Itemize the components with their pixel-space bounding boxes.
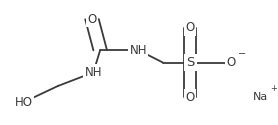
Text: O: O bbox=[87, 13, 97, 26]
Text: NH: NH bbox=[130, 44, 147, 57]
Text: HO: HO bbox=[15, 96, 33, 108]
Text: +: + bbox=[270, 84, 277, 93]
Text: −: − bbox=[238, 50, 247, 59]
Text: Na: Na bbox=[253, 92, 268, 102]
Text: O: O bbox=[185, 21, 195, 34]
Text: O: O bbox=[226, 56, 236, 69]
Text: S: S bbox=[186, 56, 194, 69]
Text: O: O bbox=[185, 91, 195, 104]
Text: NH: NH bbox=[85, 66, 102, 79]
